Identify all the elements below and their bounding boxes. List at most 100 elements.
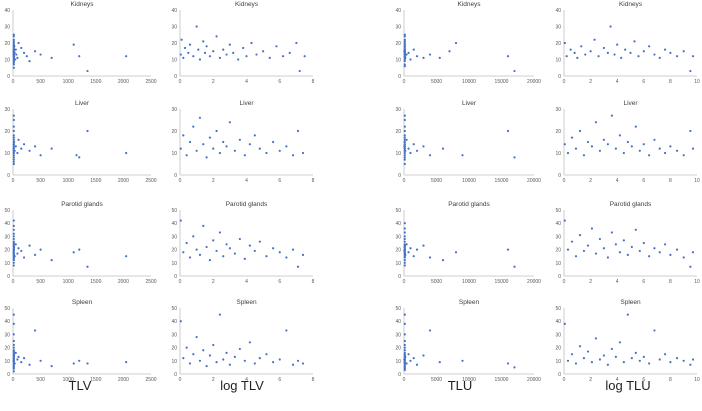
y-tick-label: 50: [4, 208, 10, 214]
data-point: [403, 333, 406, 336]
data-point: [428, 53, 432, 56]
data-point: [248, 244, 251, 247]
data-point: [404, 253, 407, 256]
data-point: [253, 362, 256, 365]
data-point: [461, 154, 464, 157]
data-point: [50, 147, 53, 150]
data-point: [618, 251, 621, 254]
data-point: [265, 255, 268, 258]
data-point: [675, 248, 679, 251]
data-point: [610, 114, 613, 117]
data-point: [243, 257, 246, 260]
x-tick-label: 0: [179, 279, 182, 285]
data-point: [407, 353, 410, 356]
data-point: [12, 35, 15, 38]
y-tick-label: 20: [4, 346, 10, 352]
y-tick-label: 40: [4, 221, 10, 227]
scatter-panel: Kidneys 0 10 20 30 40 0 500 1000 1500 2000 2500: [4, 1, 156, 85]
data-point: [12, 162, 15, 166]
scatter-panel: Spleen 0 10 20 30 40 50 0 2 4 6 8 10: [555, 299, 700, 383]
data-point: [403, 240, 406, 243]
data-point: [296, 359, 300, 362]
data-point: [642, 50, 645, 53]
scatter-panel: Kidneys 0 10 20 30 40 0 5000 10000 15000 20000: [395, 1, 541, 85]
data-point: [403, 358, 406, 361]
data-point: [441, 147, 445, 150]
data-point: [403, 313, 406, 316]
data-point: [689, 69, 692, 73]
data-point: [403, 55, 406, 58]
data-point: [12, 125, 15, 128]
data-point: [50, 364, 53, 368]
data-point: [570, 136, 574, 139]
data-point: [208, 354, 212, 357]
data-point: [12, 66, 15, 69]
x-tick-label: 0: [403, 178, 406, 184]
data-point: [198, 359, 202, 362]
data-point: [403, 118, 406, 122]
data-point: [215, 249, 218, 253]
data-point: [506, 55, 510, 58]
data-point: [255, 53, 258, 56]
data-point: [403, 249, 406, 253]
data-point: [602, 354, 606, 357]
data-point: [438, 361, 441, 364]
data-point: [205, 156, 208, 159]
data-point: [506, 362, 510, 365]
data-point: [630, 145, 633, 148]
data-point: [291, 248, 295, 251]
data-point: [179, 53, 182, 56]
y-tick-label: 0: [558, 274, 561, 280]
scatter-panel: Spleen 0 10 20 30 40 50 0 2 4 6 8: [171, 299, 314, 383]
scatter-panel: Liver 0 10 20 30 0 500 1000 1500 2000 2500: [4, 100, 156, 184]
data-point: [403, 48, 406, 51]
data-point: [412, 143, 415, 146]
data-point: [12, 158, 15, 161]
data-point: [403, 145, 406, 148]
y-tick-label: 30: [171, 107, 177, 113]
data-point: [403, 53, 406, 56]
data-point: [225, 145, 228, 148]
data-point: [448, 50, 451, 53]
data-point: [403, 259, 406, 262]
x-tick-label: 8: [669, 279, 672, 285]
x-tick-label: 500: [36, 178, 45, 184]
data-point: [12, 118, 15, 122]
data-point: [403, 134, 406, 137]
data-point: [39, 359, 42, 362]
y-tick-label: 10: [171, 359, 177, 365]
panel-title: Kidneys: [235, 1, 259, 8]
data-point: [422, 145, 425, 148]
data-point: [642, 143, 645, 146]
data-point: [663, 48, 667, 51]
data-point: [20, 147, 23, 150]
data-point: [403, 243, 406, 246]
data-point: [663, 243, 667, 246]
data-point: [28, 363, 31, 366]
x-tick-label: 8: [312, 178, 315, 184]
data-point: [50, 56, 53, 59]
y-tick-label: 30: [555, 25, 561, 31]
data-point: [606, 143, 609, 146]
x-tick-label: 8: [669, 178, 672, 184]
data-point: [691, 358, 695, 361]
data-point: [14, 351, 17, 354]
data-point: [586, 140, 590, 144]
data-point: [33, 145, 37, 148]
x-tick-label: 4: [245, 377, 248, 383]
data-point: [594, 337, 598, 340]
y-tick-label: 10: [4, 58, 10, 64]
data-point: [301, 362, 305, 365]
data-point: [75, 154, 78, 157]
data-point: [195, 335, 198, 339]
data-point: [624, 48, 627, 51]
data-point: [215, 361, 218, 364]
data-point: [39, 53, 42, 56]
data-point: [565, 55, 568, 58]
data-point: [689, 265, 692, 268]
data-point: [22, 256, 26, 259]
data-point: [13, 362, 16, 365]
data-point: [22, 51, 26, 55]
y-tick-label: 30: [555, 234, 561, 240]
